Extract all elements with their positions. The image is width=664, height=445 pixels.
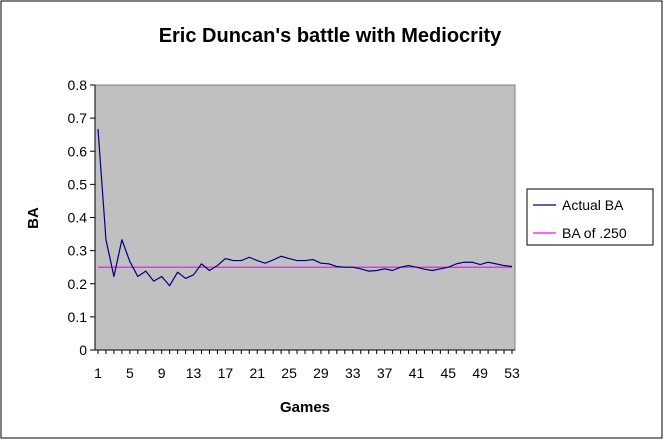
x-tick-label: 25 [281,365,297,381]
y-tick-label: 0.6 [68,143,88,159]
y-tick-label: 0.5 [68,176,88,192]
x-tick-label: 17 [218,365,234,381]
x-axis-ticks: 1 5 9 13 17 21 25 29 33 37 41 45 49 53 [94,349,520,381]
y-tick-label: 0.3 [68,243,88,259]
legend-box [526,188,654,246]
y-axis-ticks: 0 0.1 0.2 0.3 0.4 0.5 0.6 0.7 0.8 [68,77,96,358]
y-tick-label: 0.7 [68,110,88,126]
x-tick-label: 5 [126,365,134,381]
y-tick-label: 0 [79,342,87,358]
x-tick-label: 33 [345,365,361,381]
x-tick-label: 37 [377,365,393,381]
y-tick-label: 0.2 [68,276,88,292]
chart-title: Eric Duncan's battle with Mediocrity [159,25,502,47]
x-axis-title: Games [280,399,330,416]
x-tick-label: 21 [249,365,265,381]
y-tick-label: 0.1 [68,309,88,325]
x-tick-label: 29 [313,365,329,381]
series-line-actual-ba [97,129,513,287]
y-axis-title: BA [25,207,42,229]
x-tick-label: 1 [94,365,102,381]
y-tick-label: 0.4 [68,210,88,226]
legend: Actual BA BA of .250 [526,188,654,246]
x-tick-label: 41 [409,365,425,381]
legend-label-actual-ba: Actual BA [562,197,624,213]
x-tick-label: 13 [186,365,202,381]
x-tick-label: 9 [158,365,166,381]
x-tick-label: 45 [441,365,457,381]
x-tick-label: 49 [472,365,488,381]
y-tick-label: 0.8 [68,77,88,93]
legend-label-ba-250: BA of .250 [562,225,627,241]
x-tick-label: 53 [504,365,520,381]
plot-area [94,84,516,351]
series-layer [97,129,513,287]
